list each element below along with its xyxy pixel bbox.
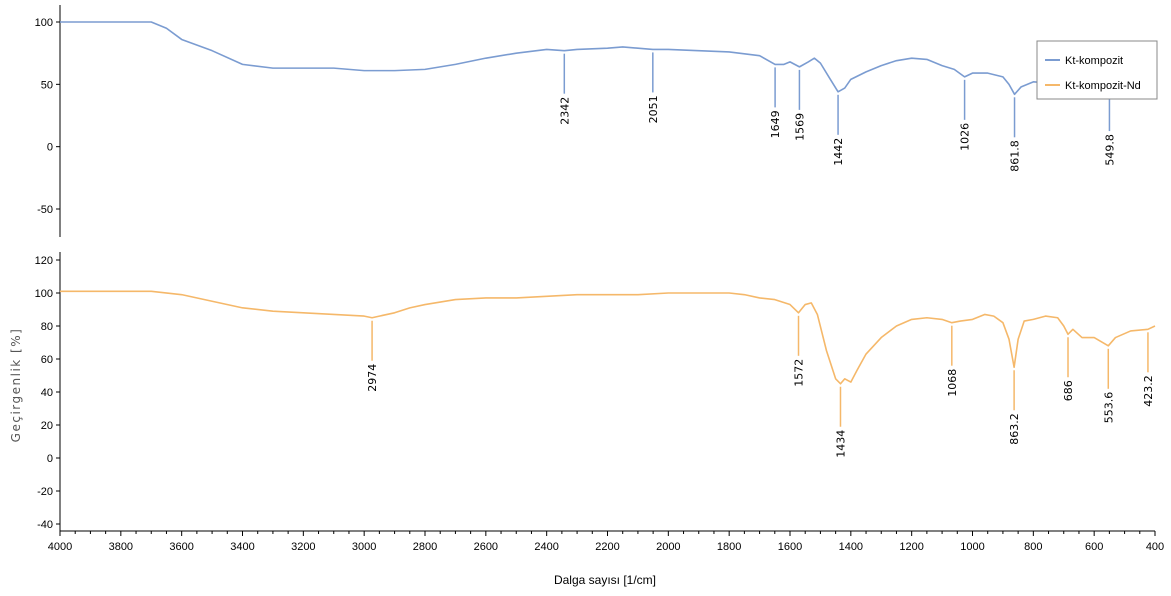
peak-label: 549.8	[1103, 134, 1116, 166]
peak-label: 2974	[366, 364, 379, 392]
y-axis-title: Geçirgenlik [%]	[9, 328, 23, 443]
series-line-kt-kompozit	[60, 21, 1156, 96]
x-tick-label: 3400	[230, 541, 254, 553]
legend-label-kt-kompozit: Kt-kompozit	[1065, 55, 1123, 67]
x-tick-label: 800	[1024, 541, 1042, 553]
peak-label: 861.8	[1009, 140, 1022, 172]
y-tick-label: 80	[41, 321, 53, 333]
peak-label: 1572	[793, 359, 806, 387]
bottom-panel-axis: 120 100 80 60 40 20 0 -20 -40	[35, 252, 61, 531]
y-tick-label: -40	[37, 519, 53, 531]
x-tick-label: 1200	[899, 541, 923, 553]
y-tick-label: 60	[41, 354, 53, 366]
y-tick-label: 40	[41, 387, 53, 399]
x-axis: 4000 3800 3600 3400 3200 3000 2800 2600 2400 2200…	[48, 530, 1164, 553]
x-tick-label: 2200	[595, 541, 619, 553]
x-tick-label: 3200	[291, 541, 315, 553]
x-tick-label: 3800	[109, 541, 133, 553]
y-tick-label: 100	[35, 17, 53, 29]
x-tick-label: 4000	[48, 541, 72, 553]
legend-box	[1036, 40, 1158, 100]
peak-label: 1649	[769, 110, 782, 138]
series-layer	[60, 21, 1156, 385]
x-tick-label: 1000	[960, 541, 984, 553]
y-tick-label: 20	[41, 420, 53, 432]
peak-labels: 2342 2051 1649 1569 1442 1026 861.8 549.8 2974 15…	[366, 52, 1155, 458]
x-tick-label: 1600	[778, 541, 802, 553]
y-tick-label: -50	[37, 204, 53, 216]
x-tick-label: 3600	[169, 541, 193, 553]
x-tick-label: 600	[1085, 541, 1103, 553]
y-tick-label: 50	[41, 79, 53, 91]
peak-label: 863.2	[1008, 413, 1021, 445]
peak-label: 553.6	[1102, 392, 1115, 424]
y-tick-label: 120	[35, 255, 53, 267]
legend: Kt-kompozit Kt-kompozit-Nd	[1036, 40, 1158, 100]
x-tick-label: 2600	[474, 541, 498, 553]
x-tick-label: 2800	[413, 541, 437, 553]
x-tick-label: 1800	[717, 541, 741, 553]
peak-label: 423.2	[1142, 375, 1155, 407]
top-panel-axis: 100 50 0 -50	[35, 5, 61, 237]
y-tick-label: -20	[37, 486, 53, 498]
peak-label: 1434	[835, 430, 848, 458]
peak-label: 1569	[793, 113, 806, 141]
y-tick-label: 100	[35, 288, 53, 300]
peak-label: 1068	[946, 369, 959, 397]
peak-label: 1442	[832, 138, 845, 166]
x-tick-label: 2000	[656, 541, 680, 553]
x-tick-label: 2400	[534, 541, 558, 553]
y-tick-label: 0	[47, 453, 53, 465]
peak-label: 1026	[959, 123, 972, 151]
x-tick-label: 400	[1146, 541, 1164, 553]
y-tick-label: 0	[47, 142, 53, 154]
x-axis-title: Dalga sayısı [1/cm]	[554, 573, 656, 587]
peak-label: 2342	[558, 97, 571, 125]
x-tick-label: 3000	[352, 541, 376, 553]
x-tick-label: 1400	[839, 541, 863, 553]
peak-label: 686	[1062, 380, 1075, 401]
legend-label-kt-kompozit-nd: Kt-kompozit-Nd	[1065, 80, 1141, 92]
series-line-kt-kompozit-nd	[60, 290, 1156, 385]
peak-label: 2051	[647, 95, 660, 123]
